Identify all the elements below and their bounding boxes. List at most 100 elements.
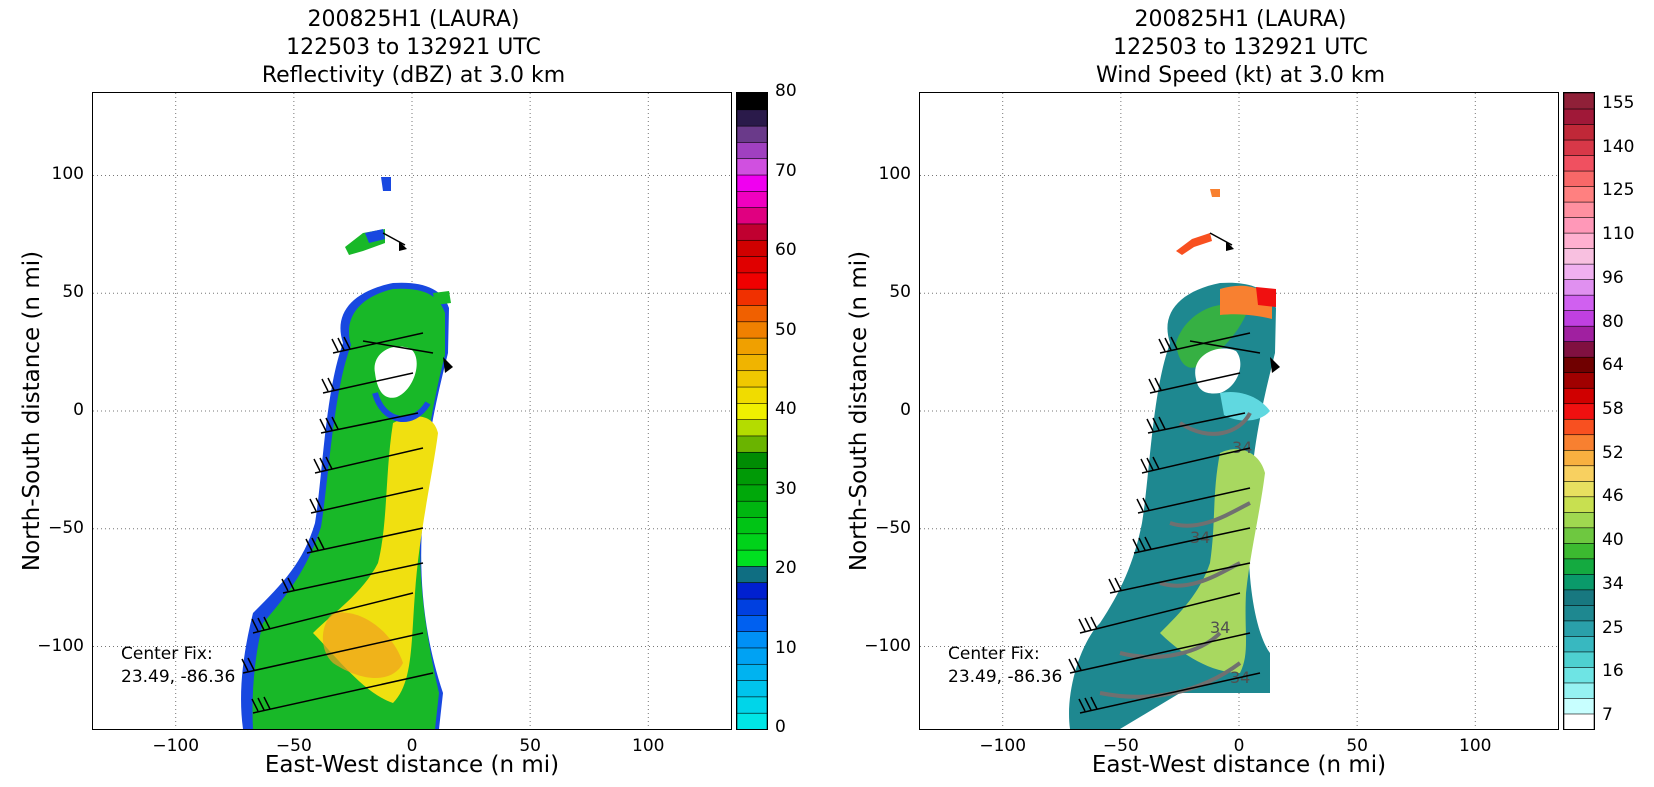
title-line-time: 122503 to 132921 UTC <box>286 35 541 60</box>
colorbar-swatch <box>737 467 767 486</box>
colorbar-swatch <box>737 206 767 225</box>
colorbar-swatch <box>1564 542 1594 560</box>
barb-flag-north <box>1226 241 1234 251</box>
colorbar-swatch <box>737 93 767 111</box>
x-tick-label: −100 <box>152 736 200 756</box>
colorbar-tick-label: 125 <box>1602 180 1635 201</box>
x-axis-label: East-West distance (n mi) <box>1091 752 1387 778</box>
x-tick-label: −100 <box>979 736 1027 756</box>
colorbar-swatch <box>737 125 767 143</box>
colorbar-swatch <box>737 549 767 567</box>
wind-barbs <box>241 232 434 714</box>
colorbar-swatch <box>737 663 767 681</box>
barb-flag-east <box>443 357 453 373</box>
colorbar-swatch <box>1564 604 1594 622</box>
colorbar-swatch <box>1564 201 1594 218</box>
panel-title: 200825H1 (LAURA) 122503 to 132921 UTC Wi… <box>827 6 1654 90</box>
center-fix-heading: Center Fix: <box>121 644 213 664</box>
colorbar-swatch <box>1564 387 1594 405</box>
colorbar-tick-label: 140 <box>1602 136 1635 157</box>
colorbar-tick-label: 30 <box>775 478 797 499</box>
colorbar-swatch <box>1564 480 1594 498</box>
y-tick-label: −50 <box>48 517 84 538</box>
colorbar-swatch <box>1564 170 1594 187</box>
y-tick-label: −50 <box>875 517 911 538</box>
colorbar-swatch <box>737 614 767 632</box>
y-tick-label: 100 <box>878 164 911 185</box>
wind-field-lightgreen <box>1160 449 1265 673</box>
colorbar-swatch <box>1564 309 1594 327</box>
y-tick-label: 50 <box>889 282 911 303</box>
colorbar-swatch <box>1564 589 1594 606</box>
colorbar-swatch <box>737 157 767 176</box>
contour-labels: 34 34 34 34 <box>1190 438 1252 687</box>
colorbar-tick-label: 10 <box>775 637 797 658</box>
colorbar-tick-label: 70 <box>775 160 797 181</box>
reflectivity-plot-area: Center Fix: 23.49, -86.36 <box>92 92 732 730</box>
colorbar-swatch <box>737 712 767 729</box>
colorbar-swatch <box>1564 93 1594 110</box>
colorbar-swatch <box>1564 558 1594 575</box>
colorbar-swatch <box>1564 371 1594 389</box>
colorbar-swatch <box>1564 123 1594 141</box>
colorbar-swatch <box>737 500 767 518</box>
y-tick-label: 0 <box>900 400 911 420</box>
colorbar-swatch <box>737 484 767 502</box>
colorbar-tick-label: 52 <box>1602 442 1624 463</box>
colorbar-swatch <box>737 418 767 437</box>
colorbar-tick-label: 155 <box>1602 93 1635 113</box>
wind-colorbar-svg <box>1564 93 1594 729</box>
colorbar-swatch <box>1564 263 1594 280</box>
colorbar-swatch <box>1564 697 1594 715</box>
colorbar-swatch <box>737 174 767 192</box>
reflectivity-colorbar <box>736 92 768 730</box>
colorbar-swatch <box>1564 449 1594 467</box>
wind-field-red <box>1256 287 1276 307</box>
colorbar-swatch <box>737 565 767 584</box>
contour-label: 34 <box>1190 528 1210 547</box>
colorbar-tick-label: 7 <box>1602 705 1613 725</box>
center-fix-coords: 23.49, -86.36 <box>121 667 236 687</box>
colorbar-swatch <box>1564 713 1594 729</box>
colorbar-swatch <box>737 435 767 453</box>
x-axis-label: East-West distance (n mi) <box>264 752 560 778</box>
x-tick-label: 50 <box>1346 736 1368 756</box>
colorbar-swatch <box>737 696 767 714</box>
colorbar-tick-label: 46 <box>1602 486 1624 507</box>
barb-flag-north <box>399 241 407 251</box>
x-tick-label: 100 <box>1459 736 1492 756</box>
y-tick-label: 0 <box>73 400 84 420</box>
y-axis-label: North-South distance (n mi) <box>19 250 45 572</box>
colorbar-tick-label: 64 <box>1602 355 1624 376</box>
colorbar-tick-label: 40 <box>1602 530 1624 551</box>
contour-label: 34 <box>1232 438 1252 457</box>
x-tick-label: 50 <box>519 736 541 756</box>
colorbar-swatch <box>737 255 767 274</box>
barb-flag-east <box>1270 357 1280 373</box>
colorbar-tick-label: 34 <box>1602 573 1624 594</box>
reflectivity-panel: 200825H1 (LAURA) 122503 to 132921 UTC Re… <box>0 6 827 778</box>
title-line-storm: 200825H1 (LAURA) <box>307 7 520 32</box>
colorbar-tick-label: 50 <box>775 319 797 340</box>
colorbar-swatch <box>737 630 767 649</box>
colorbar-tick-label: 96 <box>1602 267 1624 288</box>
northern-echo-top <box>381 177 391 191</box>
title-line-field: Reflectivity (dBZ) at 3.0 km <box>261 63 566 88</box>
colorbar-swatch <box>737 451 767 469</box>
colorbar-swatch <box>1564 154 1594 172</box>
title-line-time: 122503 to 132921 UTC <box>1113 35 1368 60</box>
northern-wind-echo-top <box>1210 189 1220 197</box>
panel-title: 200825H1 (LAURA) 122503 to 132921 UTC Re… <box>0 6 827 90</box>
x-tick-label: 0 <box>1233 736 1245 756</box>
x-tick-label: 100 <box>632 736 665 756</box>
northern-echo-blue <box>365 229 385 243</box>
colorbar-swatch <box>737 304 767 323</box>
colorbar-swatch <box>737 141 767 160</box>
wind-field-green <box>1176 305 1250 368</box>
colorbar-swatch <box>1564 232 1594 249</box>
colorbar-tick-label: 80 <box>1602 311 1624 332</box>
y-tick-label: −100 <box>37 635 84 656</box>
colorbar-swatch <box>737 533 767 551</box>
colorbar-swatch <box>1564 527 1594 544</box>
colorbar-swatch <box>1564 418 1594 436</box>
